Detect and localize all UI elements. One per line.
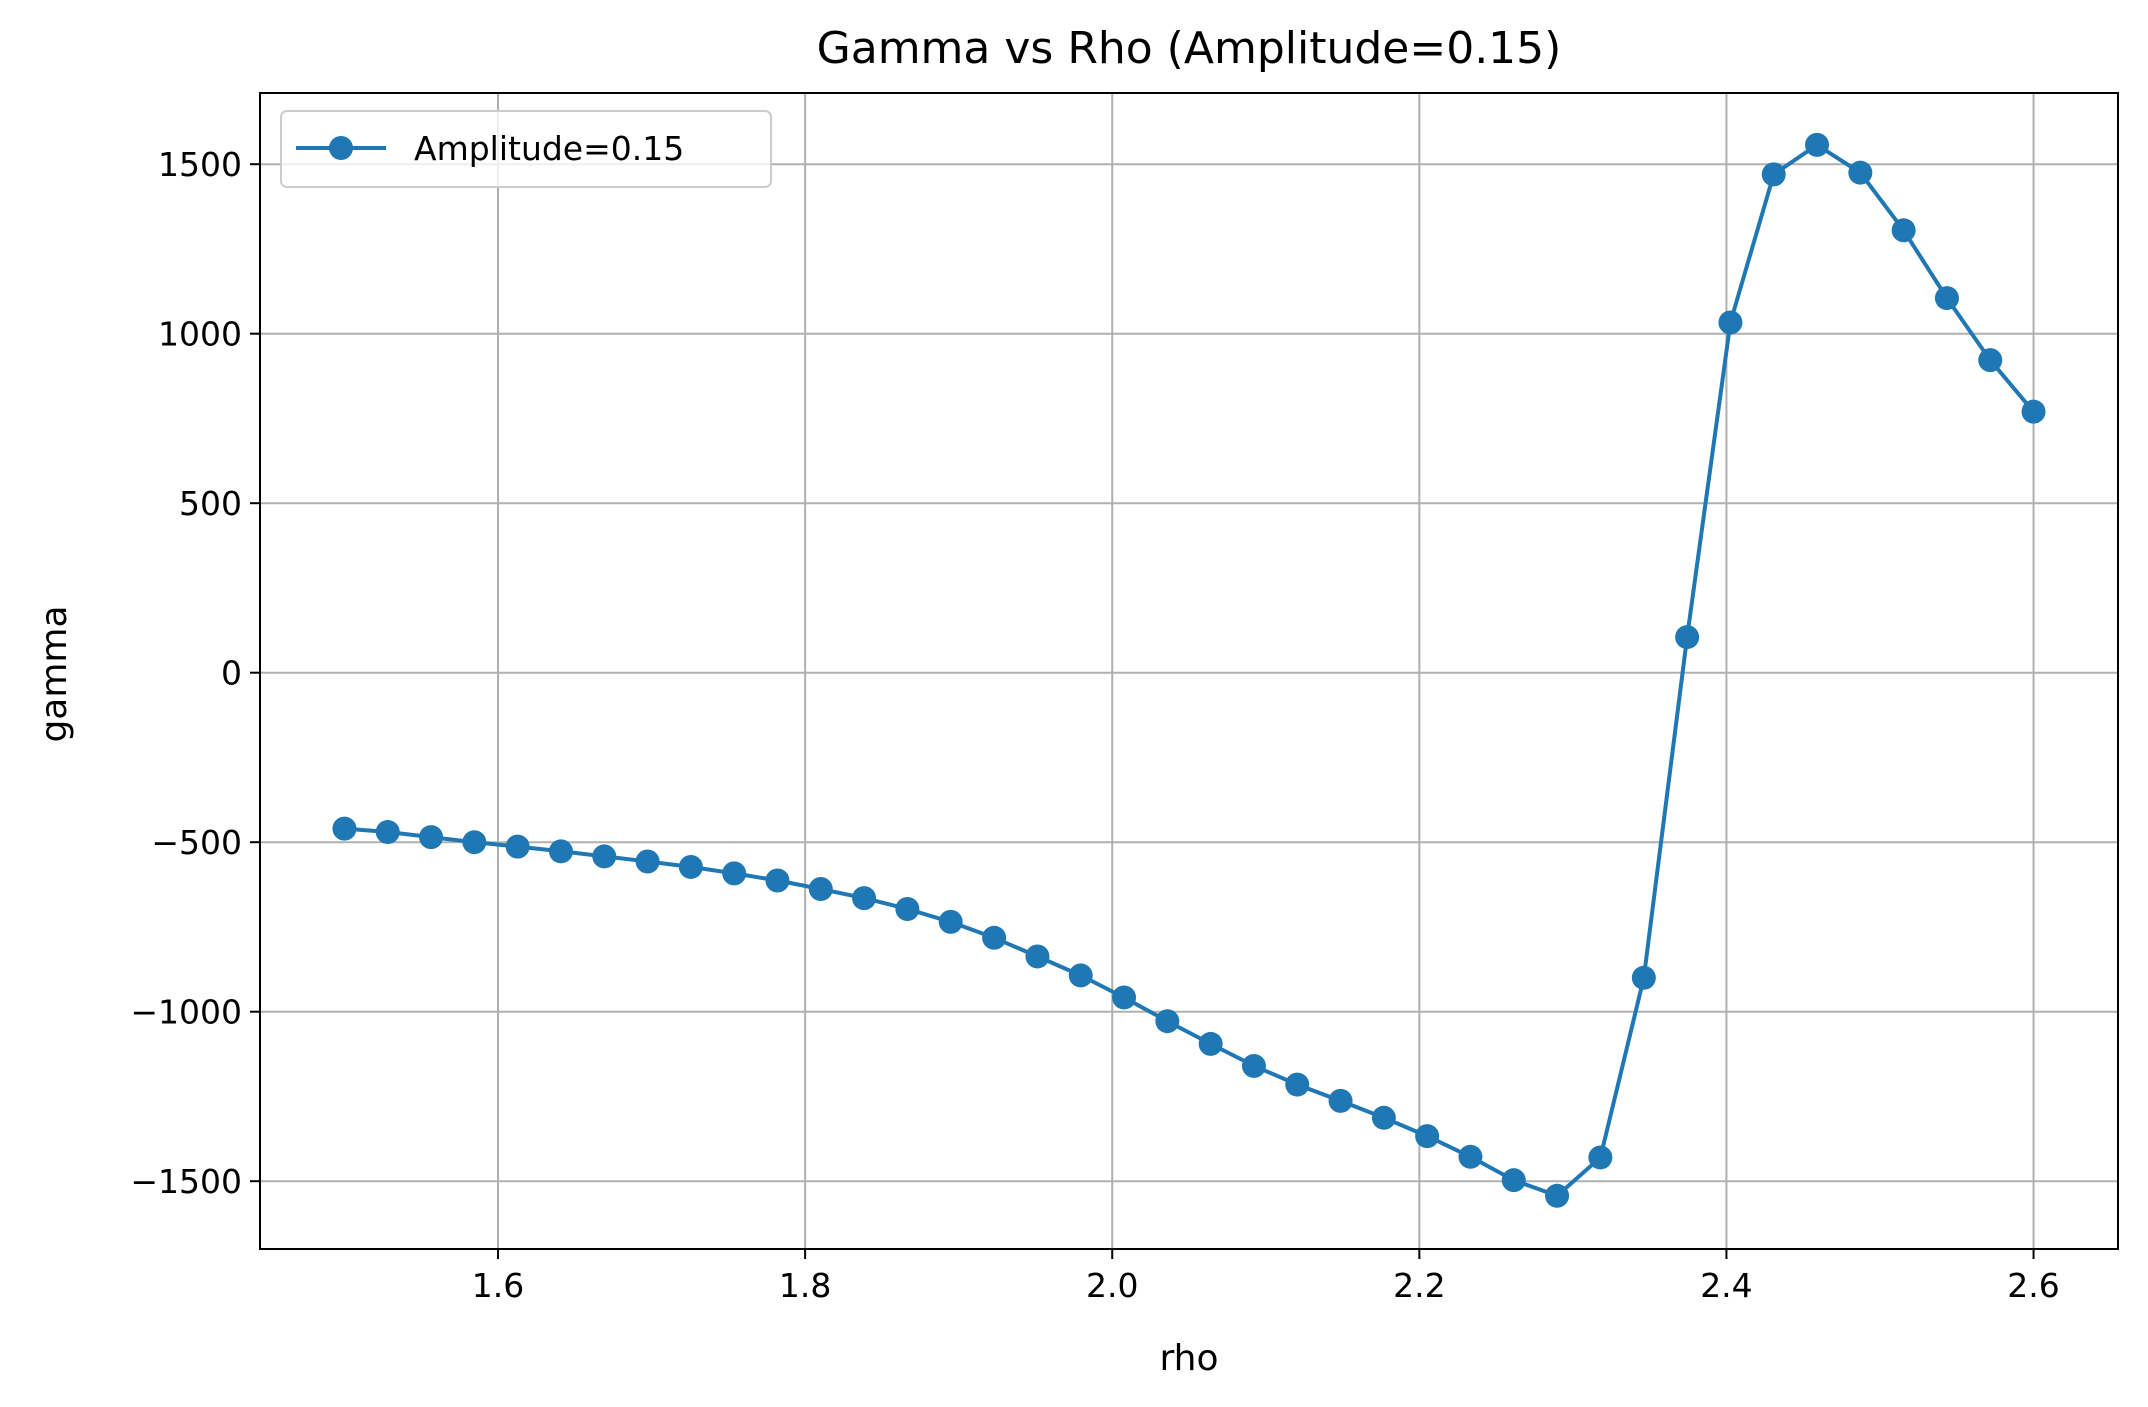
y-tick-label: 0 [221,654,242,693]
data-point [592,844,617,869]
data-point [375,820,400,845]
data-point [1328,1088,1353,1113]
series-layer [332,132,2046,1208]
data-point [635,849,660,874]
x-tick-label: 2.2 [1393,1266,1445,1305]
legend: Amplitude=0.15 [280,110,772,188]
x-tick-label: 2.6 [2007,1266,2059,1305]
data-point [1934,286,1959,311]
data-point [1761,162,1786,187]
y-tick-label: 1500 [158,145,242,184]
plot-frame [259,92,2119,1250]
x-tick-label: 1.6 [472,1266,524,1305]
data-point [1025,944,1050,969]
data-point [1285,1072,1310,1097]
data-point [1068,963,1093,988]
data-point [548,839,573,864]
y-tick-label: −1500 [130,1162,242,1201]
data-point [1112,985,1137,1010]
y-tick-label: −500 [151,823,242,862]
data-point [1805,132,1830,157]
data-point [1241,1053,1266,1078]
grid [260,93,2118,1249]
data-point [852,886,877,911]
data-point [1978,348,2003,373]
chart-title: Gamma vs Rho (Amplitude=0.15) [817,23,1562,74]
data-point [1675,625,1700,650]
data-point [1458,1144,1483,1169]
x-tick-label: 2.4 [1700,1266,1752,1305]
ticks: 1.6 1.8 2.0 2.2 2.4 2.6 −1500 −1000 −500 0 500 1000… [130,145,2059,1305]
data-point [1371,1105,1396,1130]
x-axis-label: rho [1159,1338,1218,1379]
data-point [2021,399,2046,424]
data-point [722,861,747,886]
data-point [332,816,357,841]
data-point [982,925,1007,950]
legend-marker-sample [329,136,353,160]
data-point [1155,1009,1180,1034]
y-tick-label: −1000 [130,993,242,1032]
data-point [462,830,487,855]
data-point [1891,218,1916,243]
y-tick-label: 500 [179,484,242,523]
data-point [1501,1168,1526,1193]
data-point [1848,160,1873,185]
data-point [1588,1145,1613,1170]
data-point [895,896,920,921]
data-point [678,854,703,879]
data-point [1631,965,1656,990]
x-tick-label: 2.0 [1086,1266,1138,1305]
x-tick-label: 1.8 [779,1266,831,1305]
legend-label: Amplitude=0.15 [414,129,684,168]
data-point [505,834,530,859]
series-line [344,142,2036,1198]
data-point [1718,310,1743,335]
legend-box [280,110,772,188]
data-point [1198,1031,1223,1056]
data-point [1415,1124,1440,1149]
data-point [808,876,833,901]
y-axis-label: gamma [34,605,75,742]
data-point [419,825,444,850]
data-point [765,868,790,893]
y-tick-label: 1000 [158,315,242,354]
data-point [1545,1183,1570,1208]
data-point [938,909,963,934]
